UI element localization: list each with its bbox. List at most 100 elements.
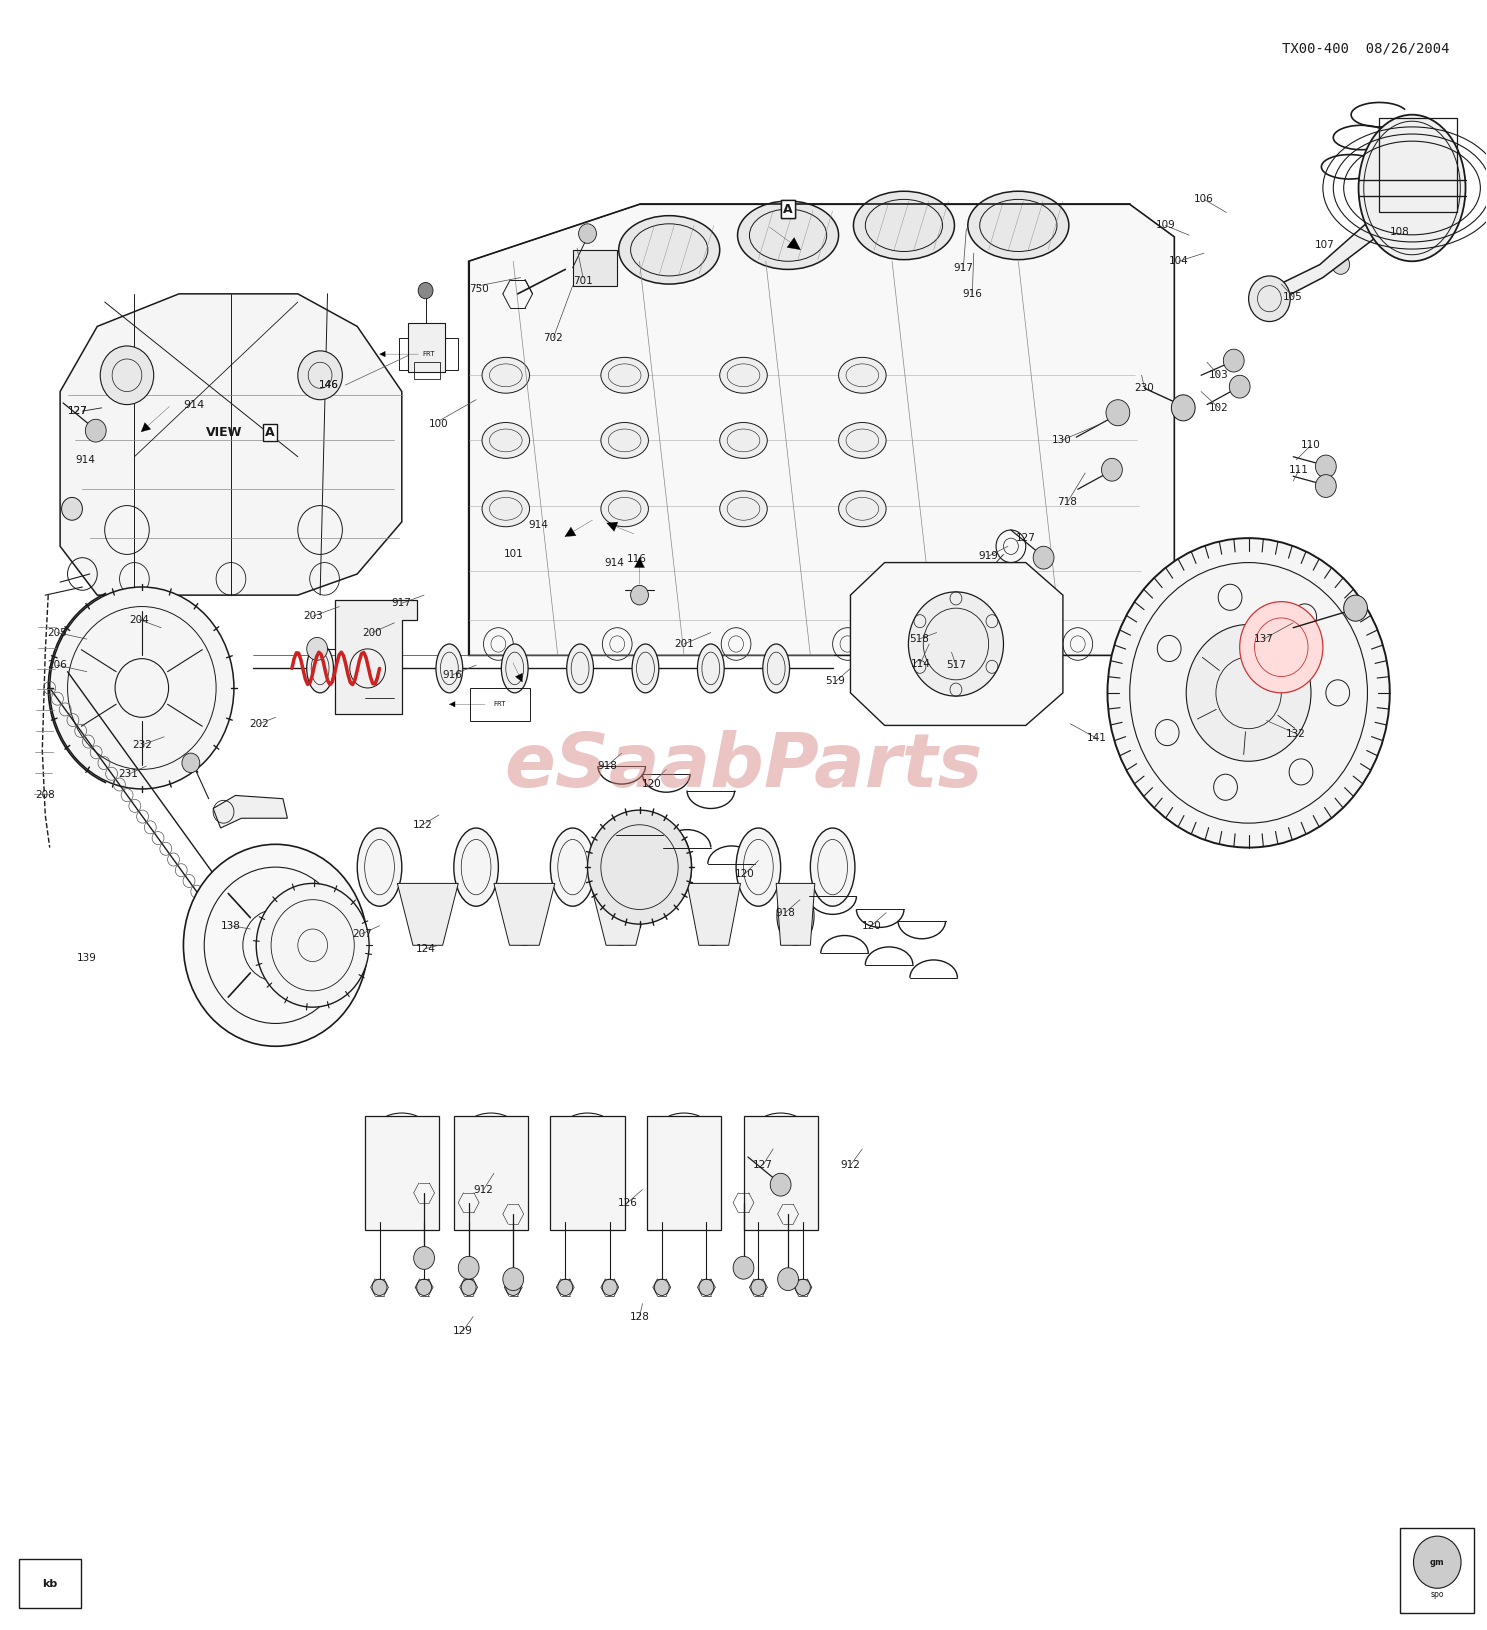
Circle shape: [1108, 538, 1390, 848]
Text: 127: 127: [68, 406, 88, 416]
Circle shape: [1224, 349, 1245, 372]
Text: 102: 102: [1209, 403, 1228, 412]
Text: 111: 111: [1289, 465, 1309, 474]
Circle shape: [654, 1280, 669, 1296]
Circle shape: [778, 1268, 799, 1291]
Text: 110: 110: [1301, 440, 1320, 450]
Ellipse shape: [632, 644, 659, 693]
Text: 231: 231: [119, 769, 138, 779]
Circle shape: [578, 223, 596, 243]
Ellipse shape: [839, 422, 886, 458]
Ellipse shape: [720, 422, 767, 458]
Bar: [572, 249, 617, 285]
Ellipse shape: [776, 887, 813, 945]
Text: 146: 146: [320, 380, 339, 390]
Bar: [1401, 1529, 1475, 1614]
Bar: [407, 323, 445, 372]
Text: 105: 105: [1283, 292, 1303, 302]
Bar: [550, 1117, 625, 1231]
Bar: [744, 1117, 818, 1231]
Text: 103: 103: [1209, 370, 1228, 380]
Circle shape: [181, 753, 199, 773]
Text: 916: 916: [962, 289, 983, 298]
Ellipse shape: [619, 215, 720, 284]
Text: 146: 146: [320, 380, 339, 390]
Circle shape: [1270, 284, 1288, 303]
Ellipse shape: [501, 644, 528, 693]
Text: 914: 914: [528, 520, 549, 530]
Circle shape: [461, 1280, 476, 1296]
Text: 518: 518: [909, 634, 929, 644]
Circle shape: [630, 585, 648, 605]
Circle shape: [1316, 455, 1337, 478]
Ellipse shape: [968, 191, 1069, 259]
Circle shape: [297, 350, 342, 399]
Circle shape: [306, 637, 327, 660]
Text: 918: 918: [596, 761, 617, 771]
Ellipse shape: [736, 828, 781, 906]
Ellipse shape: [810, 828, 855, 906]
Circle shape: [1332, 254, 1350, 274]
Text: 116: 116: [626, 554, 647, 564]
Ellipse shape: [738, 200, 839, 269]
Circle shape: [1316, 474, 1337, 497]
Circle shape: [751, 1280, 766, 1296]
Text: A: A: [784, 202, 793, 215]
Circle shape: [770, 1174, 791, 1196]
Text: 127: 127: [68, 406, 88, 416]
Bar: [647, 1117, 721, 1231]
Bar: [399, 337, 458, 370]
Text: 124: 124: [416, 944, 436, 954]
Text: 101: 101: [504, 549, 523, 559]
Bar: [1380, 117, 1457, 212]
Ellipse shape: [550, 828, 595, 906]
Text: 129: 129: [452, 1327, 473, 1337]
Circle shape: [506, 1280, 520, 1296]
Circle shape: [1172, 394, 1196, 421]
Text: 106: 106: [1194, 194, 1213, 204]
Circle shape: [416, 1280, 431, 1296]
Circle shape: [1106, 399, 1130, 425]
Polygon shape: [776, 883, 815, 945]
Text: 128: 128: [629, 1312, 650, 1322]
Text: 916: 916: [443, 670, 462, 680]
Circle shape: [100, 346, 153, 404]
Text: 919: 919: [978, 551, 999, 561]
Ellipse shape: [482, 422, 529, 458]
Ellipse shape: [601, 491, 648, 526]
Circle shape: [699, 1280, 714, 1296]
Text: 138: 138: [222, 921, 241, 931]
Text: 139: 139: [77, 954, 97, 963]
Text: 130: 130: [1051, 435, 1071, 445]
Text: 914: 914: [604, 557, 625, 567]
Text: 208: 208: [36, 791, 55, 800]
Text: 114: 114: [910, 659, 931, 668]
Ellipse shape: [567, 644, 593, 693]
Text: 718: 718: [1057, 497, 1077, 507]
Ellipse shape: [839, 491, 886, 526]
Ellipse shape: [482, 491, 529, 526]
Circle shape: [85, 419, 106, 442]
Text: 750: 750: [470, 284, 489, 293]
Text: 517: 517: [946, 660, 967, 670]
Ellipse shape: [601, 357, 648, 393]
Ellipse shape: [647, 828, 691, 906]
Bar: [454, 1117, 528, 1231]
Text: 205: 205: [48, 628, 67, 637]
Text: A: A: [265, 425, 275, 438]
Ellipse shape: [720, 491, 767, 526]
Text: FRT: FRT: [494, 701, 506, 707]
Circle shape: [1414, 1535, 1462, 1588]
Circle shape: [1033, 546, 1054, 569]
Text: TX00-400  08/26/2004: TX00-400 08/26/2004: [1282, 41, 1450, 55]
Text: 120: 120: [641, 779, 662, 789]
Ellipse shape: [839, 357, 886, 393]
Text: 108: 108: [1390, 227, 1410, 236]
Text: 914: 914: [183, 399, 204, 409]
Text: 127: 127: [752, 1161, 773, 1170]
Text: 702: 702: [543, 333, 564, 342]
Text: 132: 132: [1286, 729, 1306, 738]
Bar: [364, 1117, 439, 1231]
Polygon shape: [1267, 183, 1413, 306]
Text: 918: 918: [775, 908, 796, 918]
